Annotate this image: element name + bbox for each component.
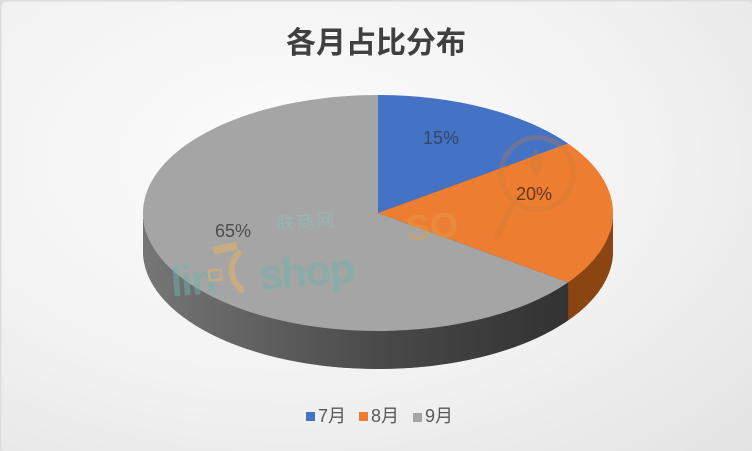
svg-text:65%: 65% xyxy=(215,221,251,241)
svg-text:9月: 9月 xyxy=(425,406,453,426)
svg-text:shop: shop xyxy=(258,244,356,298)
svg-text:15%: 15% xyxy=(423,128,459,148)
svg-text:20%: 20% xyxy=(516,184,552,204)
svg-text:SO: SO xyxy=(404,204,459,249)
svg-text:8月: 8月 xyxy=(371,406,399,426)
svg-text:7月: 7月 xyxy=(318,406,346,426)
